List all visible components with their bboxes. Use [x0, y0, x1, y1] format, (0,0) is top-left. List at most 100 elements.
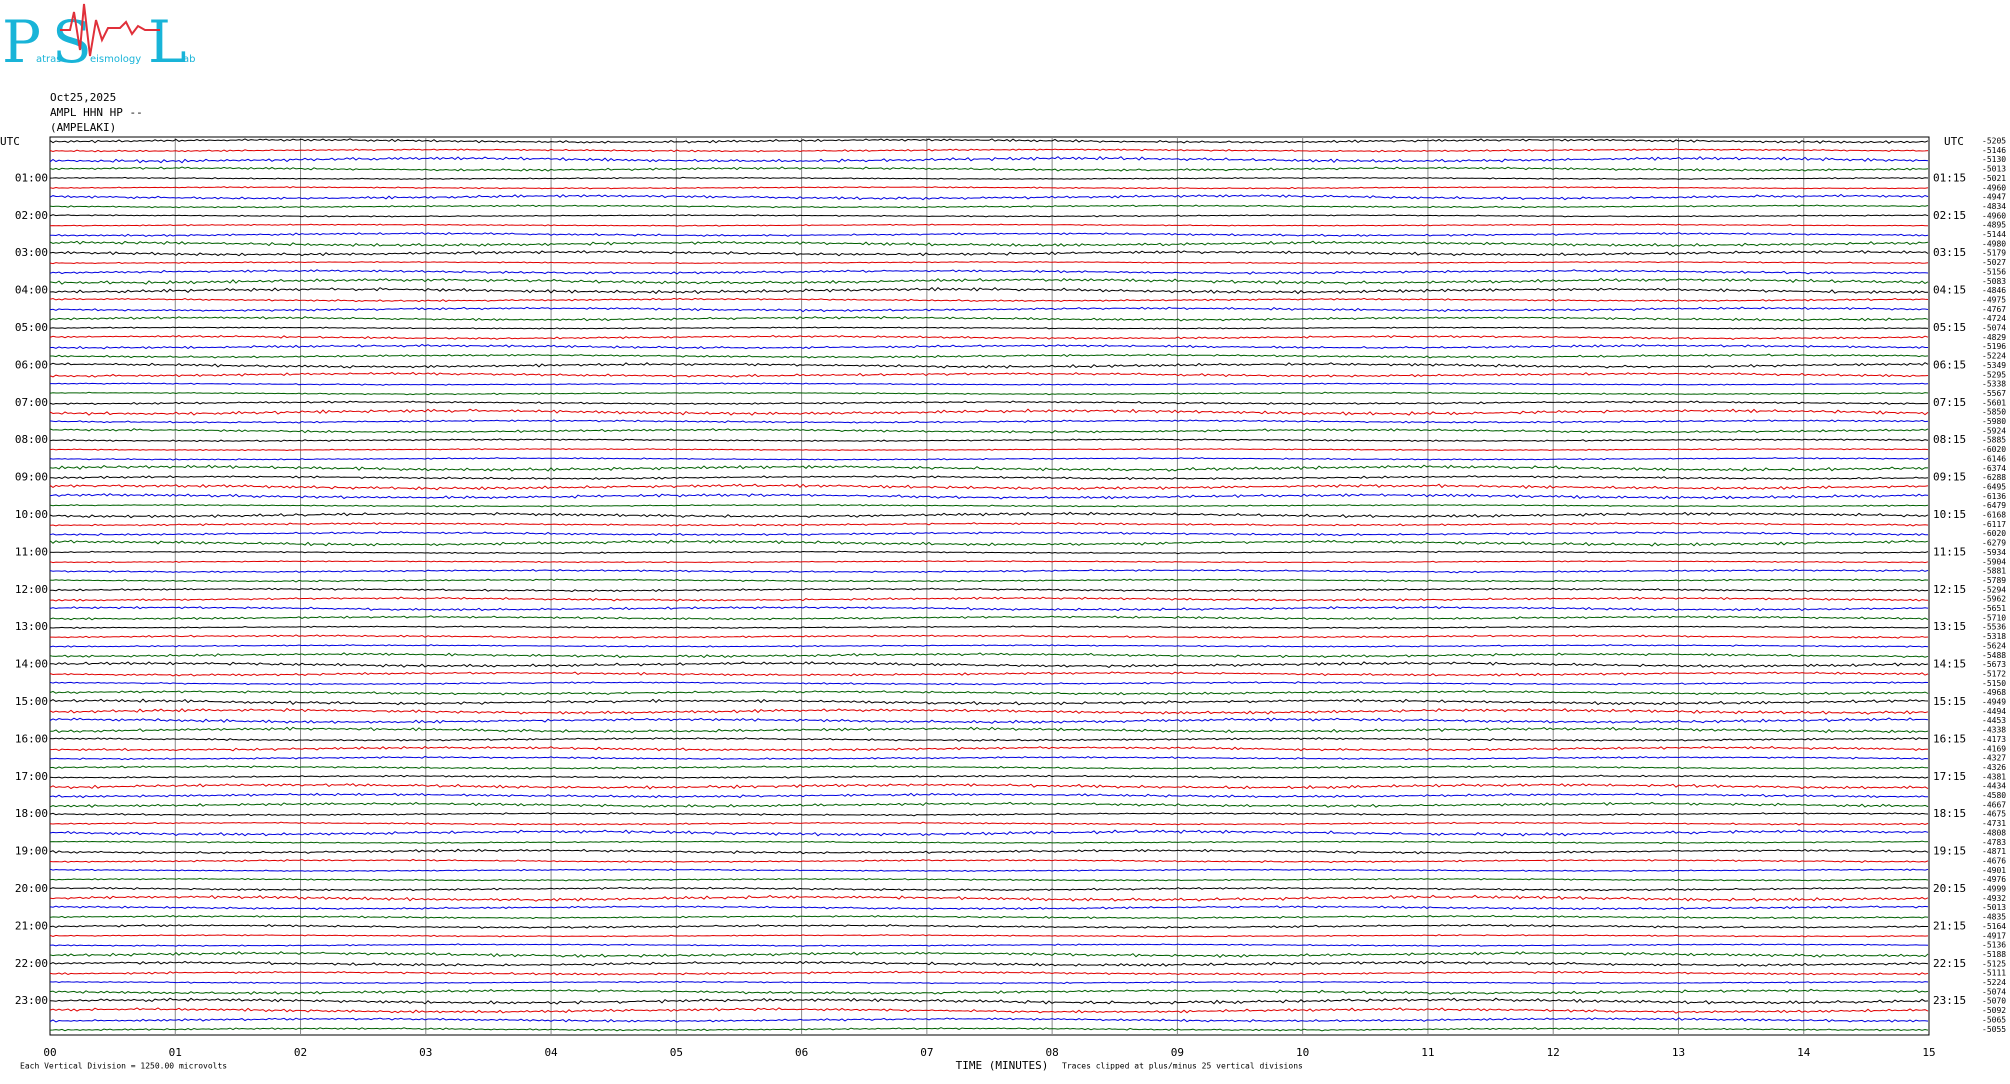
trace	[49, 698, 1929, 706]
trace	[49, 457, 1929, 461]
hour-label: 21:15	[1933, 919, 1966, 932]
trace	[49, 596, 1929, 602]
trace	[49, 483, 1929, 491]
trace	[49, 774, 1929, 779]
trace	[49, 315, 1929, 322]
trace	[49, 905, 1929, 911]
trace	[49, 745, 1929, 752]
hour-label: 23:15	[1933, 994, 1966, 1007]
plot-frame	[49, 136, 1930, 1036]
hour-label: 17:00	[15, 770, 48, 783]
trace	[49, 511, 1929, 519]
logo-text: ab	[183, 54, 195, 65]
offset-label: -5294	[1982, 585, 2006, 594]
trace	[49, 801, 1929, 808]
offset-label: -4731	[1982, 819, 2006, 828]
hour-label: 12:00	[15, 583, 48, 596]
trace	[49, 539, 1929, 547]
trace	[49, 428, 1929, 434]
offset-label: -6288	[1982, 473, 2006, 482]
hour-label: 04:00	[15, 284, 48, 297]
hour-label: 01:15	[1933, 171, 1966, 184]
trace	[49, 166, 1929, 172]
hour-label: 18:15	[1933, 807, 1966, 820]
hour-label: 08:15	[1933, 433, 1966, 446]
trace	[50, 634, 1929, 639]
offset-label: -5021	[1982, 174, 2006, 183]
offset-label: -5070	[1982, 997, 2006, 1006]
offset-label: -4968	[1982, 688, 2006, 697]
offset-label: -4949	[1982, 698, 2006, 707]
hour-label: 09:00	[15, 471, 48, 484]
trace	[49, 287, 1929, 295]
hour-label: 03:15	[1933, 246, 1966, 259]
date: Oct25,2025	[50, 91, 116, 104]
axis-title: TIME (MINUTES)	[956, 1059, 1049, 1072]
hour-label: 15:00	[15, 695, 48, 708]
trace	[49, 988, 1929, 995]
trace	[49, 306, 1929, 313]
offset-label: -5934	[1982, 548, 2006, 557]
minute-label: 09	[1171, 1046, 1184, 1059]
trace	[49, 578, 1929, 583]
offset-label: -4338	[1982, 726, 2006, 735]
trace	[49, 186, 1929, 190]
hour-label: 20:15	[1933, 882, 1966, 895]
minute-label: 06	[795, 1046, 808, 1059]
trace	[50, 475, 1929, 481]
offset-label: -6279	[1982, 539, 2006, 548]
offset-label: -5338	[1982, 380, 2006, 389]
offset-label: -4173	[1982, 735, 2006, 744]
offset-label: -5924	[1982, 426, 2006, 435]
hour-label: 06:15	[1933, 358, 1966, 371]
trace	[49, 960, 1929, 967]
trace	[49, 726, 1929, 734]
trace	[49, 400, 1929, 406]
utc-label: UTC	[0, 135, 20, 148]
offset-label: -5710	[1982, 613, 2006, 622]
hour-label: 22:00	[15, 957, 48, 970]
trace	[49, 138, 1929, 144]
offset-label: -5188	[1982, 950, 2006, 959]
trace	[50, 232, 1929, 237]
offset-label: -4871	[1982, 847, 2006, 856]
hour-label: 05:00	[15, 321, 48, 334]
trace	[49, 204, 1929, 209]
labels: 00 01 02 03 04 05 06 07 08 09 10 11 12 13 14 15-5205-51…	[15, 137, 2006, 1060]
trace	[49, 326, 1929, 330]
trace	[49, 894, 1929, 902]
trace	[49, 707, 1929, 715]
minute-grid	[174, 137, 1805, 1035]
offset-label: -4917	[1982, 931, 2006, 940]
trace	[49, 464, 1929, 472]
trace	[50, 353, 1929, 359]
offset-label: -5962	[1982, 595, 2006, 604]
station: AMPL HHN HP --	[50, 106, 143, 119]
minute-label: 08	[1046, 1046, 1059, 1059]
trace	[49, 214, 1929, 218]
trace	[49, 681, 1929, 686]
offset-label: -5136	[1982, 941, 2006, 950]
trace	[49, 783, 1929, 790]
offset-label: -4667	[1982, 800, 2006, 809]
offset-label: -5224	[1982, 352, 2006, 361]
offset-label: -6479	[1982, 501, 2006, 510]
offset-label: -6374	[1982, 464, 2006, 473]
hour-label: 17:15	[1933, 770, 1966, 783]
offset-label: -5205	[1982, 137, 2006, 146]
offset-label: -4932	[1982, 894, 2006, 903]
trace	[49, 951, 1929, 958]
hour-label: 07:15	[1933, 396, 1966, 409]
offset-label: -4494	[1982, 707, 2006, 716]
offset-label: -5055	[1982, 1025, 2006, 1034]
offset-label: -5074	[1982, 987, 2006, 996]
offset-label: -5349	[1982, 361, 2006, 370]
logo-letter: L	[148, 8, 187, 76]
offset-label: -4835	[1982, 913, 2006, 922]
offset-label: -4829	[1982, 333, 2006, 342]
offset-label: -5488	[1982, 651, 2006, 660]
hour-label: 07:00	[15, 396, 48, 409]
offset-label: -5074	[1982, 324, 2006, 333]
offset-label: -5904	[1982, 557, 2006, 566]
offset-label: -4980	[1982, 239, 2006, 248]
